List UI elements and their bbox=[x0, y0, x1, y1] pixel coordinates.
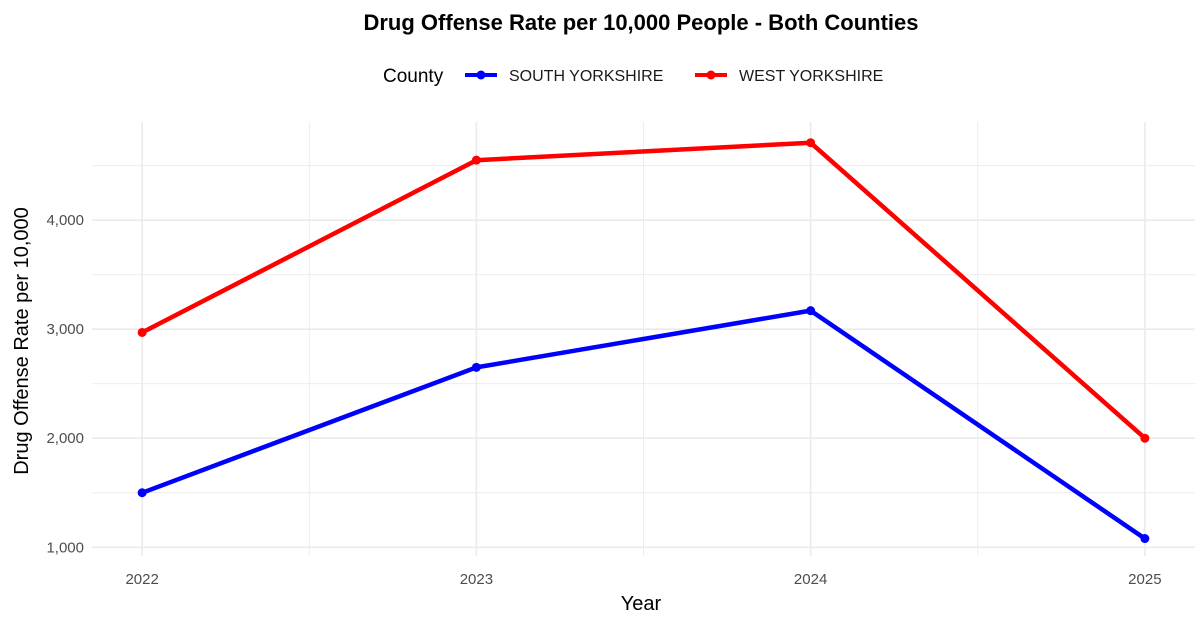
y-tick-label: 1,000 bbox=[46, 539, 84, 556]
data-point-south-yorkshire bbox=[471, 362, 481, 372]
y-axis-title: Drug Offense Rate per 10,000 bbox=[11, 207, 33, 475]
series-line-west-yorkshire bbox=[139, 140, 1148, 441]
data-point-south-yorkshire bbox=[806, 306, 816, 316]
x-tick-label: 2025 bbox=[1128, 571, 1161, 588]
data-point-west-yorkshire bbox=[471, 155, 481, 165]
data-point-west-yorkshire bbox=[1140, 433, 1150, 443]
x-tick-label: 2024 bbox=[794, 571, 827, 588]
legend: County SOUTH YORKSHIRE WEST YORKSHIRE bbox=[383, 66, 883, 87]
y-tick-label: 4,000 bbox=[46, 212, 84, 229]
legend-item-west-yorkshire: WEST YORKSHIRE bbox=[695, 68, 883, 85]
legend-item-south-yorkshire: SOUTH YORKSHIRE bbox=[465, 68, 663, 85]
series-layer bbox=[137, 138, 1150, 544]
legend-label: SOUTH YORKSHIRE bbox=[509, 68, 663, 85]
y-axis-ticks: 1,000 2,000 3,000 4,000 bbox=[46, 212, 84, 556]
x-axis-ticks: 2022 2023 2024 2025 bbox=[125, 571, 1161, 588]
x-tick-label: 2023 bbox=[460, 571, 493, 588]
legend-key-point bbox=[706, 70, 716, 80]
series-line-south-yorkshire bbox=[139, 308, 1148, 541]
x-axis-title: Year bbox=[621, 593, 662, 615]
y-tick-label: 2,000 bbox=[46, 430, 84, 447]
chart-title: Drug Offense Rate per 10,000 People - Bo… bbox=[363, 10, 918, 35]
data-point-west-yorkshire bbox=[806, 138, 816, 148]
x-tick-label: 2022 bbox=[125, 571, 158, 588]
legend-title: County bbox=[383, 66, 444, 87]
data-point-south-yorkshire bbox=[1140, 534, 1150, 544]
data-point-south-yorkshire bbox=[137, 488, 147, 498]
legend-label: WEST YORKSHIRE bbox=[739, 68, 883, 85]
legend-key-point bbox=[476, 70, 486, 80]
y-tick-label: 3,000 bbox=[46, 321, 84, 338]
data-point-west-yorkshire bbox=[137, 327, 147, 337]
